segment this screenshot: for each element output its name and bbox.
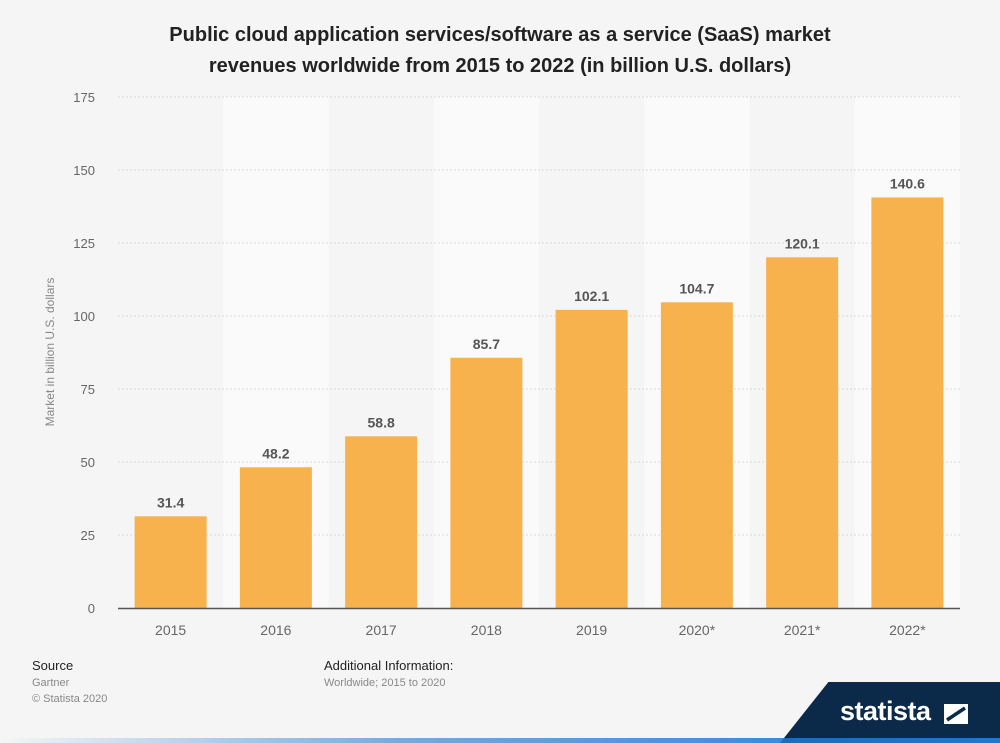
bar[interactable] bbox=[450, 357, 523, 608]
bar-value-label: 58.8 bbox=[368, 414, 395, 430]
y-tick-label: 0 bbox=[88, 601, 95, 616]
source-label: Source bbox=[32, 658, 74, 673]
x-tick-label: 2015 bbox=[155, 622, 186, 638]
y-tick-label: 25 bbox=[81, 528, 95, 543]
bar[interactable] bbox=[239, 467, 312, 608]
source-value: Gartner bbox=[32, 677, 70, 689]
additional-info-label: Additional Information: bbox=[324, 658, 454, 673]
copyright-text: © Statista 2020 bbox=[32, 693, 108, 705]
bar[interactable] bbox=[555, 309, 628, 608]
y-tick-label: 125 bbox=[73, 236, 95, 251]
chart-title-line-2: revenues worldwide from 2015 to 2022 (in… bbox=[208, 55, 792, 77]
x-tick-label: 2018 bbox=[471, 622, 502, 638]
y-tick-label: 75 bbox=[81, 382, 95, 397]
y-tick-label: 175 bbox=[73, 90, 95, 105]
statista-wordmark[interactable]: statista bbox=[840, 696, 931, 726]
x-tick-label: 2017 bbox=[366, 622, 397, 638]
bar-value-label: 102.1 bbox=[574, 288, 609, 304]
y-tick-label: 100 bbox=[73, 309, 95, 324]
additional-info-value: Worldwide; 2015 to 2020 bbox=[324, 677, 446, 689]
bar-value-label: 85.7 bbox=[473, 336, 500, 352]
bar-value-label: 120.1 bbox=[785, 235, 820, 251]
bar-value-label: 48.2 bbox=[262, 445, 289, 461]
x-tick-label: 2020* bbox=[679, 622, 716, 638]
brand-accent-stripe bbox=[0, 738, 1000, 743]
bar-value-label: 140.6 bbox=[890, 175, 925, 191]
statista-logo-icon[interactable] bbox=[944, 704, 968, 724]
bar[interactable] bbox=[345, 436, 418, 608]
x-tick-label: 2016 bbox=[260, 622, 291, 638]
x-tick-label: 2022* bbox=[889, 622, 926, 638]
y-tick-label: 150 bbox=[73, 163, 95, 178]
chart-title: Public cloud application services/softwa… bbox=[60, 20, 940, 82]
x-tick-label: 2021* bbox=[784, 622, 821, 638]
bar[interactable] bbox=[766, 257, 839, 608]
y-tick-label: 50 bbox=[81, 455, 95, 470]
bar[interactable] bbox=[871, 197, 944, 608]
bar-value-label: 31.4 bbox=[157, 494, 184, 510]
y-axis-title: Market in billion U.S. dollars bbox=[43, 278, 57, 427]
bar[interactable] bbox=[660, 302, 733, 608]
chart-title-line-1: Public cloud application services/softwa… bbox=[169, 24, 831, 46]
x-tick-label: 2019 bbox=[576, 622, 607, 638]
bar[interactable] bbox=[134, 516, 207, 608]
bar-value-label: 104.7 bbox=[679, 280, 714, 296]
